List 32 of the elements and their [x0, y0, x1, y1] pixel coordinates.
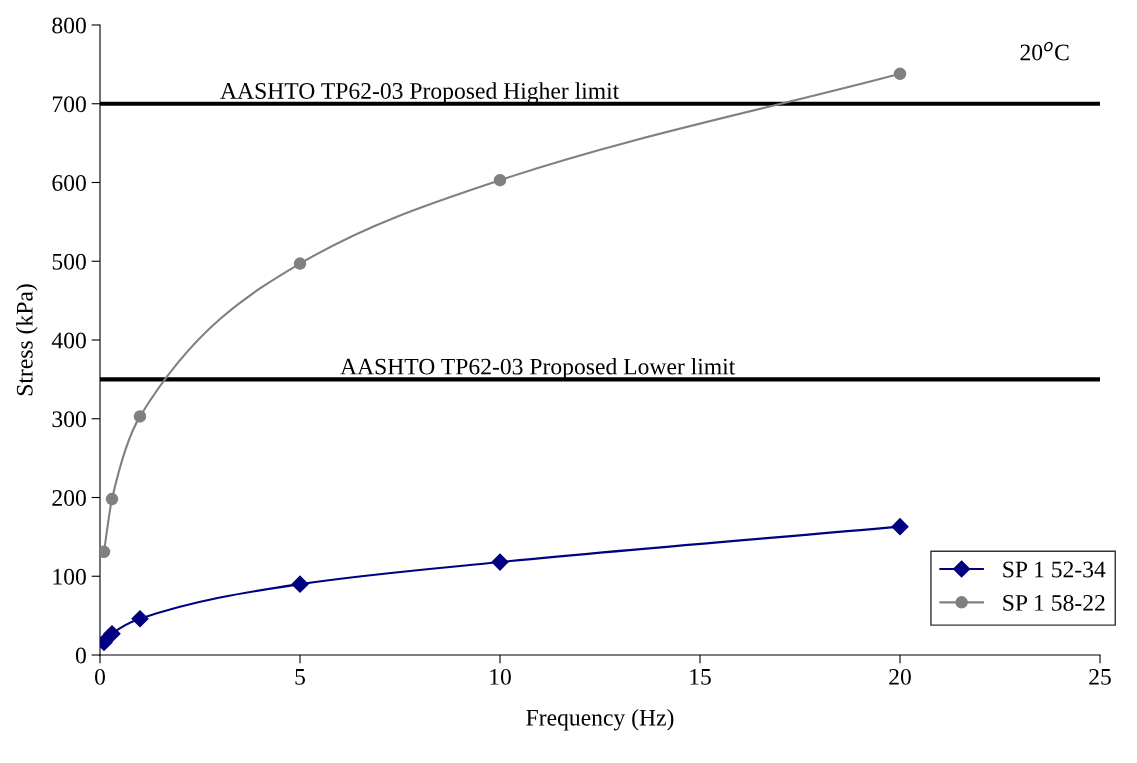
point	[891, 518, 909, 536]
point	[291, 575, 309, 593]
x-tick-label: 25	[1089, 668, 1111, 685]
y-tick-label: 800	[52, 17, 86, 34]
y-tick-label: 500	[52, 253, 86, 270]
point	[105, 492, 119, 506]
y-tick-label: 0	[75, 647, 86, 664]
ref-line-label: AASHTO TP62-03 Proposed Lower limit	[340, 357, 736, 380]
y-axis-title: Stress (kPa)	[16, 284, 38, 396]
x-tick-label: 15	[690, 668, 711, 685]
legend-label: SP 1 52-34	[1003, 561, 1106, 578]
x-tick-label: 20	[889, 668, 911, 685]
legend-label: SP 1 58-22	[1003, 594, 1105, 611]
y-tick-label: 400	[51, 332, 86, 349]
y-tick-label: 300	[52, 411, 86, 428]
point	[103, 625, 121, 643]
point	[131, 610, 149, 628]
y-tick-label: 200	[52, 489, 86, 506]
y-tick-label: 700	[52, 96, 86, 113]
x-tick-label: 0	[95, 668, 105, 685]
y-tick-label: 100	[53, 568, 86, 585]
point	[133, 410, 147, 423]
x-tick-label: 10	[490, 668, 511, 685]
ref-line-label: AASHTO TP62-03 Proposed Higher limit	[220, 82, 620, 104]
x-tick-label: 5	[295, 669, 305, 685]
y-tick-label: 600	[52, 174, 86, 191]
point	[293, 257, 307, 270]
x-axis-title: Frequency (Hz)	[526, 709, 674, 731]
point	[493, 173, 507, 187]
point	[491, 553, 509, 571]
point	[893, 67, 907, 81]
annotation: 20$^{o}$C	[1020, 41, 1069, 61]
